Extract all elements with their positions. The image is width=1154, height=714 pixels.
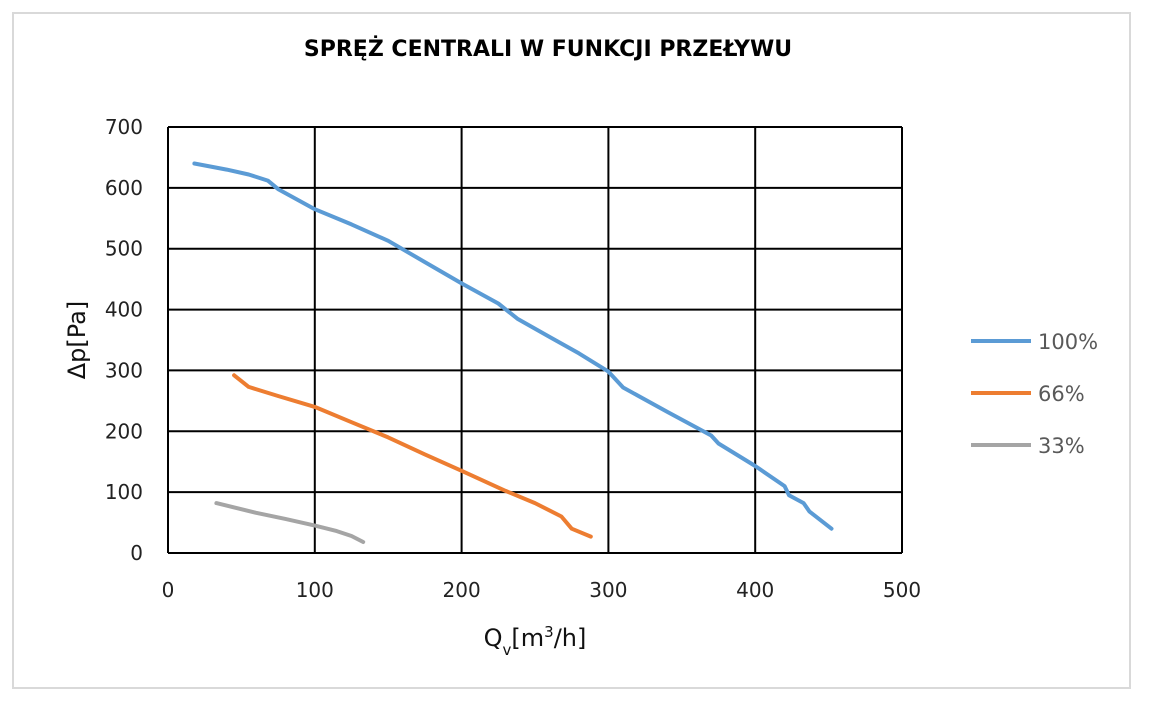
- y-tick-label: 400: [105, 298, 143, 322]
- y-tick-label: 700: [105, 115, 143, 139]
- y-tick-label: 500: [105, 237, 143, 261]
- y-tick-label: 300: [105, 358, 143, 382]
- series-line: [232, 373, 593, 539]
- x-tick-label: 300: [589, 578, 627, 602]
- y-axis-label: Δp[Pa]: [63, 301, 91, 379]
- series-line: [192, 161, 834, 531]
- legend-label: 100%: [1038, 330, 1098, 354]
- series-line: [214, 501, 366, 544]
- y-tick-label: 600: [105, 176, 143, 200]
- legend-label: 33%: [1038, 434, 1085, 458]
- y-tick-label: 200: [105, 419, 143, 443]
- grid: [167, 126, 903, 554]
- chart-title: SPRĘŻ CENTRALI W FUNKCJI PRZEŁYWU: [304, 36, 792, 62]
- legend: 100% 66% 33%: [971, 330, 1098, 458]
- y-tick-labels: 0 100 200 300 400 500 600 700: [105, 115, 143, 565]
- x-tick-labels: 0 100 200 300 400 500: [162, 578, 921, 602]
- legend-label: 66%: [1038, 382, 1085, 406]
- x-tick-label: 100: [296, 578, 334, 602]
- plot-series: [192, 161, 834, 544]
- x-tick-label: 400: [736, 578, 774, 602]
- y-tick-label: 0: [130, 541, 143, 565]
- x-tick-label: 500: [883, 578, 921, 602]
- y-tick-label: 100: [105, 480, 143, 504]
- x-tick-label: 200: [443, 578, 481, 602]
- x-axis-label: Qv[m3/h]: [484, 623, 587, 659]
- x-tick-label: 0: [162, 578, 175, 602]
